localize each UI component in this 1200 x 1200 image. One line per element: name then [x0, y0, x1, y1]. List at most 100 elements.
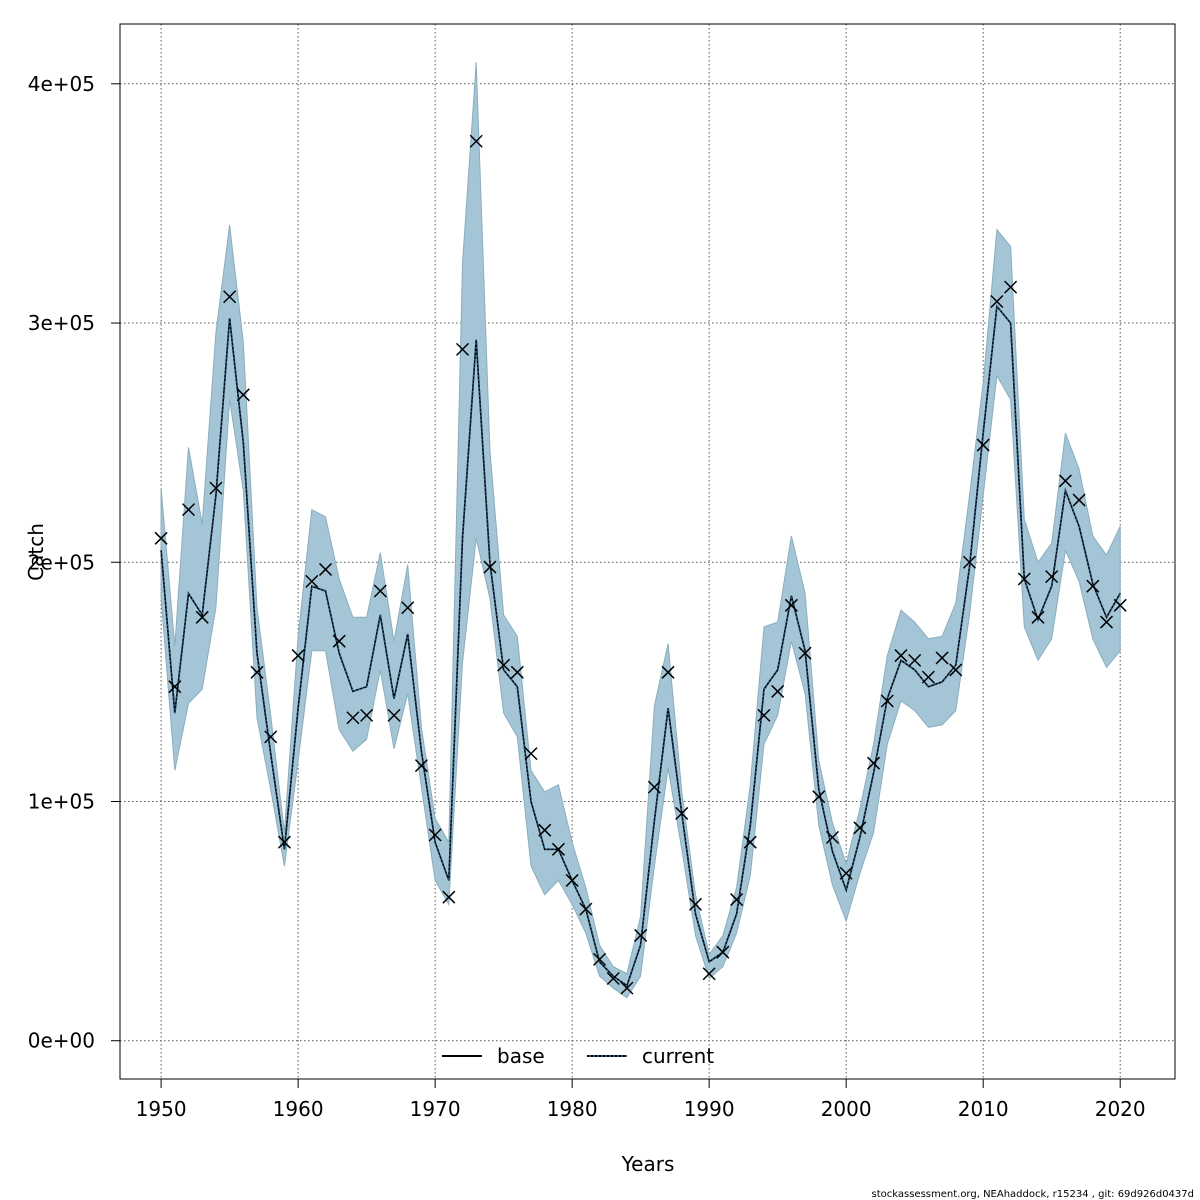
x-tick-label: 1990: [684, 1097, 735, 1121]
series-line-base: [160, 304, 1121, 987]
observed-point: [1058, 474, 1072, 488]
plot-frame: [119, 23, 1176, 1080]
observed-point: [894, 649, 908, 663]
observed-point: [702, 967, 716, 981]
y-tick-label: 3e+05: [28, 311, 95, 335]
y-axis: 0e+00 1e+05 2e+05 3e+05 4e+05: [28, 72, 120, 1053]
observed-point: [401, 601, 415, 615]
observed-point: [825, 830, 839, 844]
y-tick-label: 1e+05: [28, 789, 95, 813]
x-tick-label: 2020: [1095, 1097, 1146, 1121]
observed-point: [414, 759, 428, 773]
observed-point: [387, 708, 401, 722]
observed-point: [579, 902, 593, 916]
observed-point: [346, 711, 360, 725]
x-tick-label: 1980: [547, 1097, 598, 1121]
observed-point: [688, 897, 702, 911]
legend: base current: [442, 1044, 714, 1068]
observed-point: [1031, 610, 1045, 624]
observed-point: [921, 670, 935, 684]
observed-point: [250, 665, 264, 679]
series-line-layer: [160, 304, 1121, 987]
observed-point: [1099, 615, 1114, 629]
observed-point: [757, 708, 771, 722]
x-tick-label: 1970: [410, 1097, 461, 1121]
y-tick-label: 2e+05: [28, 550, 95, 574]
observed-point: [209, 481, 223, 495]
observed-point: [839, 866, 853, 880]
observed-point: [223, 290, 237, 304]
observed-point: [880, 694, 894, 708]
series-line-current: [160, 304, 1121, 987]
x-tick-label: 1950: [136, 1097, 187, 1121]
observed-point: [798, 646, 812, 660]
observed-point: [593, 952, 607, 966]
y-tick-label: 0e+00: [28, 1029, 95, 1053]
observed-point: [469, 134, 483, 148]
observed-point: [291, 649, 305, 663]
y-axis-title: Catch: [24, 523, 48, 581]
observed-point: [524, 747, 538, 761]
observed-point: [962, 555, 977, 569]
observed-point: [428, 828, 442, 842]
observed-point: [1113, 598, 1127, 612]
observed-point: [181, 503, 196, 517]
observed-point: [606, 971, 620, 986]
x-axis: 1950 1960 1970 1980 1990 2000 2010 2020: [136, 1079, 1146, 1121]
observed-point: [949, 663, 963, 677]
confidence-band-layer: [160, 62, 1121, 999]
observed-point: [332, 634, 346, 648]
observed-point: [812, 790, 826, 804]
observed-point: [908, 653, 922, 667]
observed-point: [565, 873, 579, 887]
observed-point: [675, 806, 689, 820]
observed-point: [456, 342, 470, 356]
observed-point: [360, 708, 374, 722]
observed-point: [236, 388, 250, 402]
observed-point: [647, 780, 661, 794]
observed-point: [264, 730, 278, 744]
x-axis-title: Years: [621, 1152, 675, 1176]
observed-point: [318, 562, 333, 576]
observed-point: [935, 651, 949, 665]
observed-point: [154, 531, 168, 545]
observed-point: [867, 756, 881, 770]
observed-point: [1004, 280, 1018, 294]
observed-point: [1045, 570, 1059, 584]
x-tick-label: 2000: [821, 1097, 872, 1121]
x-tick-label: 1960: [273, 1097, 324, 1121]
observed-point: [305, 574, 319, 588]
observed-point: [1072, 493, 1086, 507]
observed-point: [1086, 579, 1100, 593]
observed-point: [538, 823, 552, 837]
observed-point: [1017, 572, 1031, 586]
observed-point: [551, 842, 565, 856]
observed-point: [990, 294, 1004, 309]
observed-point: [510, 665, 524, 679]
y-tick-label: 4e+05: [28, 72, 95, 96]
observed-point: [195, 610, 209, 624]
observed-point: [661, 665, 675, 679]
x-tick-label: 2010: [958, 1097, 1009, 1121]
legend-current-label: current: [642, 1044, 714, 1068]
observed-point: [716, 945, 730, 959]
observed-point: [168, 680, 182, 694]
observed-point: [743, 835, 757, 849]
observed-point: [853, 821, 867, 835]
observed-point: [497, 658, 511, 672]
observed-point: [620, 981, 634, 995]
observed-point: [730, 893, 744, 907]
observed-point: [784, 598, 798, 612]
observed-point: [483, 560, 497, 574]
legend-base-label: base: [497, 1044, 545, 1068]
observed-point: [373, 584, 387, 598]
observed-point: [976, 438, 990, 452]
footer-credit: stockassessment.org, NEAhaddock, r15234 …: [872, 1189, 1195, 1200]
observed-point: [442, 890, 456, 904]
observed-point: [634, 928, 648, 942]
observed-point: [771, 684, 785, 698]
confidence-band: [160, 62, 1121, 999]
observed-marker-layer: [154, 134, 1127, 995]
observed-point: [277, 835, 291, 849]
